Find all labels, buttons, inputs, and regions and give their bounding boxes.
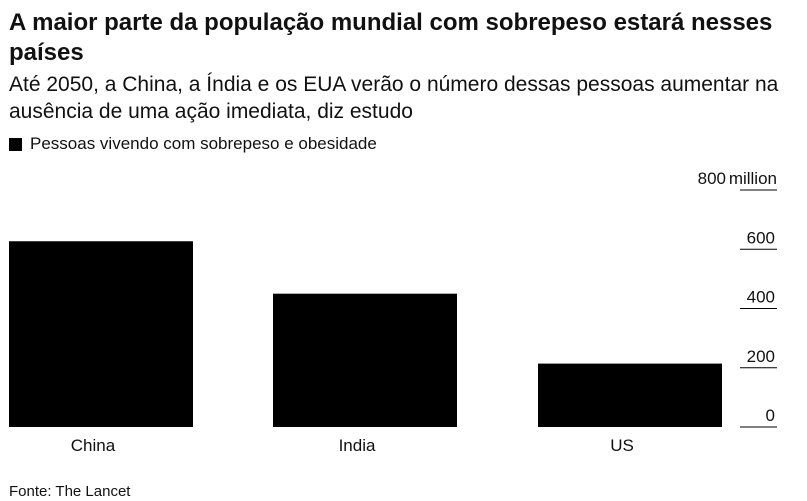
bar-us — [538, 363, 722, 427]
y-tick-label: 800 — [698, 169, 726, 188]
y-tick-label: 200 — [747, 347, 775, 366]
source-note: Fonte: The Lancet — [9, 483, 131, 500]
x-tick-label: India — [339, 436, 376, 455]
legend: Pessoas vivendo com sobrepeso e obesidad… — [9, 134, 377, 154]
legend-swatch — [9, 137, 22, 151]
y-unit-label: million — [729, 169, 777, 188]
y-tick-label: 0 — [766, 406, 775, 425]
x-tick-label: US — [610, 436, 634, 455]
y-tick-label: 600 — [747, 228, 775, 247]
y-tick-label: 400 — [747, 288, 775, 307]
bar-china — [9, 241, 193, 427]
bar-india — [273, 293, 457, 427]
chart-title: A maior parte da população mundial com s… — [9, 9, 773, 66]
chart-subtitle: Até 2050, a China, a Índia e os EUA verã… — [9, 73, 779, 123]
legend-label: Pessoas vivendo com sobrepeso e obesidad… — [30, 134, 377, 153]
x-tick-label: China — [71, 436, 116, 455]
